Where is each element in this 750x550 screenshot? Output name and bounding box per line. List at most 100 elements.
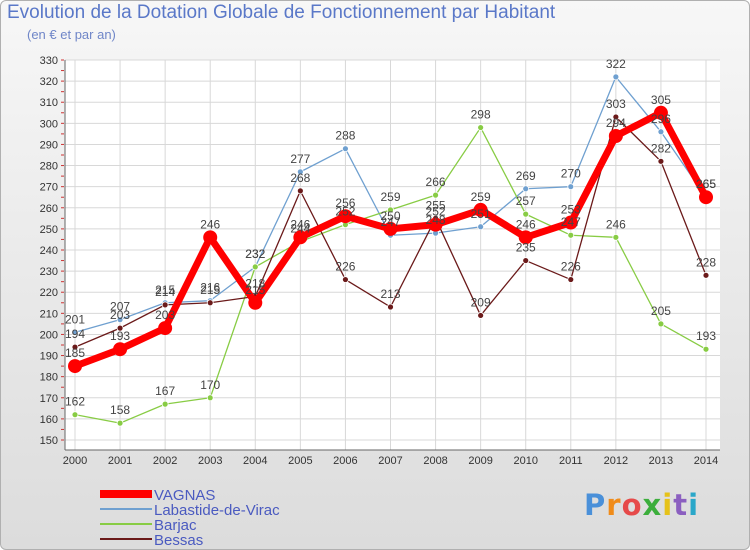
data-point — [428, 217, 443, 232]
y-tick-label: 200 — [40, 329, 58, 341]
legend-label: Barjac — [154, 517, 197, 534]
data-point — [657, 128, 665, 136]
x-tick-label: 2001 — [108, 455, 132, 467]
data-label: 232 — [245, 247, 265, 261]
y-tick-label: 250 — [40, 224, 58, 236]
y-tick-label: 180 — [40, 372, 58, 384]
x-tick-label: 2002 — [153, 455, 177, 467]
data-point — [71, 343, 79, 351]
data-point — [387, 303, 394, 311]
data-label: 265 — [696, 177, 716, 191]
data-point — [251, 263, 259, 271]
data-point — [383, 221, 398, 236]
data-point — [296, 168, 304, 176]
data-point — [477, 124, 485, 131]
plot-area — [65, 60, 720, 450]
data-point — [522, 257, 530, 264]
data-point — [699, 190, 713, 205]
data-point — [206, 299, 214, 307]
data-label: 288 — [335, 129, 355, 143]
logo-letter: P — [584, 488, 607, 522]
x-tick-label: 2003 — [198, 455, 222, 467]
data-label: 226 — [561, 260, 581, 274]
data-point — [518, 230, 533, 245]
data-point — [158, 321, 173, 336]
data-label: 209 — [471, 295, 491, 309]
data-point — [68, 359, 82, 374]
logo-letter: o — [621, 488, 643, 522]
data-label: 213 — [380, 287, 400, 301]
x-tick-label: 2007 — [378, 455, 402, 467]
data-point — [477, 223, 485, 231]
data-label: 294 — [606, 116, 626, 130]
data-point — [477, 312, 485, 319]
logo-letter: t — [673, 488, 689, 522]
y-tick-label: 280 — [40, 161, 58, 173]
data-point — [657, 320, 665, 328]
data-label: 266 — [426, 175, 446, 189]
data-label: 205 — [651, 304, 671, 318]
data-point — [567, 276, 575, 283]
data-labels: 185 193 203 246 215 246 256 250 252 259 246 253 294 3… — [65, 57, 716, 417]
data-point — [522, 185, 530, 193]
data-label: 256 — [335, 196, 355, 210]
data-point — [657, 157, 665, 165]
data-label: 158 — [110, 403, 130, 417]
data-point — [522, 210, 530, 218]
axes: 150 160 170 180 190 200 210 220 230 240 250 260 270 2… — [40, 55, 720, 467]
y-tick-label: 210 — [40, 308, 58, 320]
data-label: 215 — [155, 283, 175, 297]
legend-label: Labastide-de-Virac — [154, 502, 280, 519]
data-label: 322 — [606, 57, 626, 71]
data-label: 203 — [110, 308, 130, 322]
data-point — [293, 230, 308, 245]
x-tick-label: 2009 — [468, 455, 492, 467]
data-label: 277 — [290, 152, 310, 166]
data-point — [612, 113, 620, 121]
data-point — [387, 206, 394, 214]
y-tick-label: 150 — [40, 435, 58, 447]
y-tick-label: 170 — [40, 393, 58, 405]
data-point — [113, 342, 128, 357]
data-label: 216 — [200, 281, 220, 295]
data-label: 207 — [110, 300, 130, 314]
data-point — [473, 202, 488, 217]
data-label: 257 — [516, 194, 536, 208]
data-point — [342, 145, 349, 153]
data-label: 270 — [561, 167, 581, 181]
data-label: 246 — [200, 217, 220, 231]
data-point — [567, 231, 575, 239]
data-point — [71, 411, 79, 419]
legend-label: Bessas — [154, 532, 203, 549]
chart-title: Evolution de la Dotation Globale de Fonc… — [7, 2, 556, 23]
y-tick-label: 270 — [40, 182, 58, 194]
data-label: 269 — [516, 169, 536, 183]
legend-label: VAGNAS — [154, 487, 215, 504]
y-tick-label: 300 — [40, 118, 58, 130]
data-point — [161, 301, 169, 309]
x-tick-label: 2012 — [604, 455, 628, 467]
data-label: 203 — [155, 308, 175, 322]
data-point — [161, 400, 169, 408]
data-point — [702, 271, 710, 279]
data-point — [612, 73, 620, 81]
data-point — [612, 233, 620, 241]
x-tick-label: 2008 — [423, 455, 447, 467]
data-point — [116, 316, 124, 324]
data-label: 218 — [245, 276, 265, 290]
data-point — [203, 230, 218, 245]
data-label: 246 — [290, 217, 310, 231]
data-point — [338, 209, 353, 224]
y-tick-label: 160 — [40, 414, 58, 426]
data-point — [567, 183, 575, 191]
data-point — [563, 215, 578, 230]
data-label: 253 — [561, 203, 581, 217]
data-point — [608, 129, 623, 143]
y-tick-label: 240 — [40, 245, 58, 257]
y-tick-label: 260 — [40, 203, 58, 215]
data-point — [702, 345, 710, 353]
logo-letter: x — [642, 488, 663, 522]
data-label: 201 — [65, 312, 85, 326]
